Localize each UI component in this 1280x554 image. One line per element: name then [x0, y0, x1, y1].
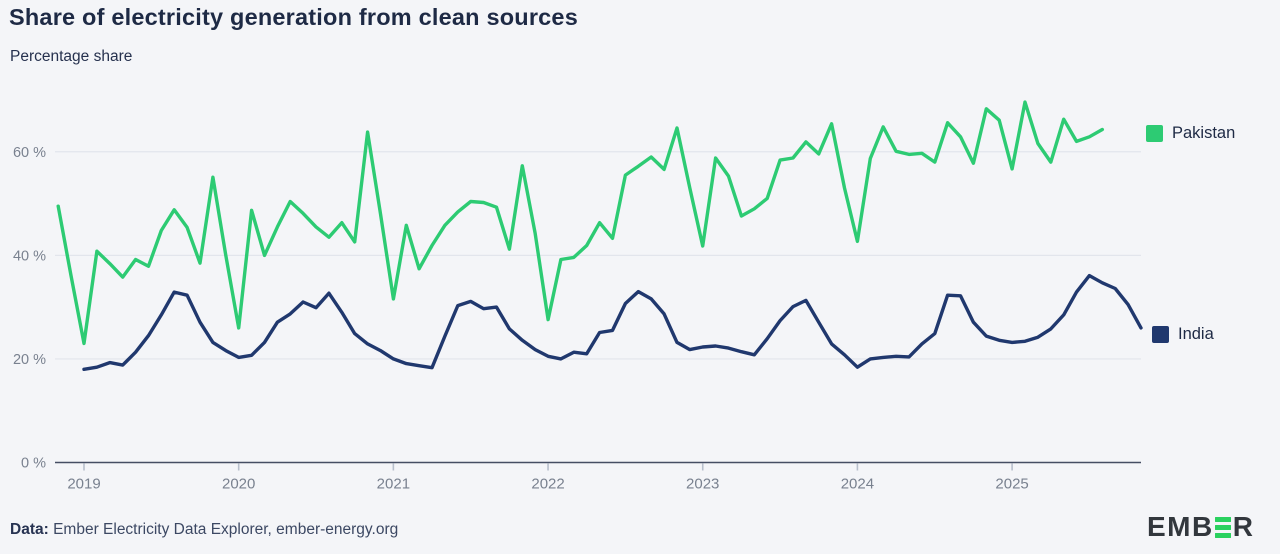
- y-tick-label: 0 %: [21, 456, 46, 472]
- data-source-text: Ember Electricity Data Explorer, ember-e…: [48, 521, 399, 538]
- data-source-note: Data: Ember Electricity Data Explorer, e…: [10, 521, 398, 539]
- pakistan-swatch: [1146, 125, 1163, 142]
- y-tick-label: 40 %: [13, 248, 46, 264]
- ember-logo-text-left: EMB: [1147, 511, 1214, 542]
- ember-logo: EMB R: [1147, 513, 1254, 541]
- x-tick-label: 2021: [377, 476, 410, 493]
- y-tick-label: 20 %: [13, 352, 46, 368]
- ember-logo-e-icon: [1214, 516, 1231, 538]
- india-swatch: [1152, 326, 1169, 343]
- legend-india: India: [1152, 325, 1214, 344]
- x-tick-label: 2025: [995, 476, 1028, 493]
- series-line-pakistan: [56, 100, 1105, 346]
- ember-logo-text-right: R: [1232, 511, 1255, 542]
- legend-label-india: India: [1178, 325, 1214, 343]
- series-line-india: [82, 273, 1143, 371]
- y-tick-label: 60 %: [13, 145, 46, 161]
- chart-subtitle: Percentage share: [10, 48, 133, 65]
- x-tick-label: 2024: [841, 476, 874, 493]
- legend-pakistan: Pakistan: [1146, 124, 1235, 143]
- legend-label-pakistan: Pakistan: [1172, 124, 1236, 142]
- x-tick-label: 2019: [67, 476, 100, 493]
- data-source-label: Data:: [10, 521, 49, 538]
- x-tick-label: 2023: [686, 476, 719, 493]
- x-tick-label: 2022: [531, 476, 564, 493]
- x-tick-label: 2020: [222, 476, 255, 493]
- page-title: Share of electricity generation from cle…: [9, 4, 578, 30]
